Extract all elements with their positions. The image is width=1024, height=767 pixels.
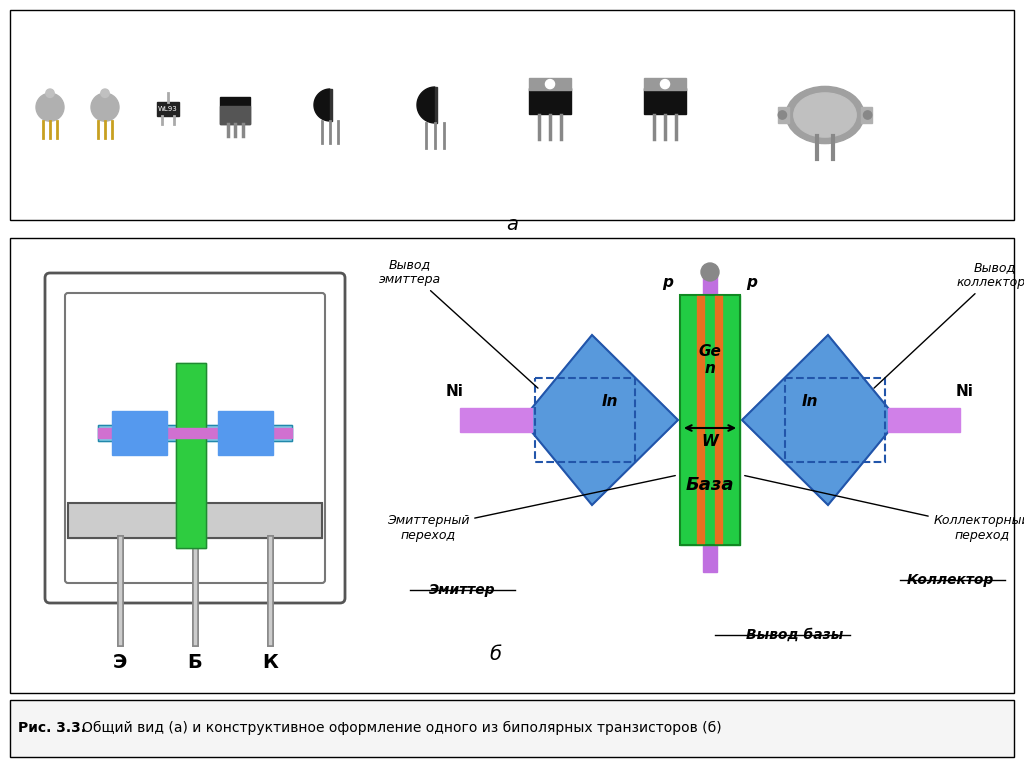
Text: Ge
n: Ge n: [698, 344, 722, 376]
Bar: [778, 107, 788, 123]
Bar: [68, 503, 322, 538]
Circle shape: [778, 111, 786, 119]
Bar: [157, 101, 179, 116]
Text: Эмиттерный
переход: Эмиттерный переход: [387, 476, 675, 542]
Bar: [529, 88, 571, 114]
Text: Б: Б: [187, 653, 203, 673]
Bar: [176, 363, 206, 548]
Bar: [888, 408, 961, 432]
Circle shape: [46, 89, 54, 97]
Bar: [529, 78, 571, 90]
Text: К: К: [262, 653, 278, 673]
Bar: [644, 78, 686, 90]
Bar: [703, 272, 717, 572]
Circle shape: [546, 80, 555, 89]
Text: W: W: [701, 434, 719, 449]
Text: In: In: [802, 394, 818, 410]
Text: Рис. 3.3.: Рис. 3.3.: [18, 721, 86, 735]
Ellipse shape: [786, 87, 864, 143]
Text: WL93: WL93: [158, 106, 178, 112]
Text: Общий вид (а) и конструктивное оформление одного из биполярных транзисторов (б): Общий вид (а) и конструктивное оформлени…: [82, 721, 722, 735]
Ellipse shape: [794, 93, 856, 137]
Text: База: База: [686, 476, 734, 494]
Bar: [785, 378, 885, 462]
Bar: [535, 378, 635, 462]
Circle shape: [701, 263, 719, 281]
Text: p: p: [663, 275, 674, 289]
Bar: [330, 89, 332, 121]
Text: а: а: [506, 216, 518, 235]
Bar: [10, 238, 1014, 693]
Text: Коллекторный
переход: Коллекторный переход: [744, 476, 1024, 542]
Bar: [98, 425, 292, 441]
Polygon shape: [742, 335, 898, 505]
Polygon shape: [522, 335, 678, 505]
Bar: [10, 10, 1014, 220]
Bar: [98, 428, 292, 438]
Bar: [10, 700, 1014, 757]
Bar: [861, 107, 871, 123]
Text: In: In: [602, 394, 618, 410]
Bar: [218, 411, 273, 455]
Bar: [460, 408, 532, 432]
Bar: [68, 503, 322, 538]
Bar: [176, 363, 206, 548]
Text: Вывод базы: Вывод базы: [746, 628, 844, 642]
Text: б: б: [489, 646, 501, 664]
Circle shape: [660, 80, 670, 89]
Bar: [680, 295, 740, 545]
Bar: [112, 411, 167, 455]
Bar: [435, 87, 437, 123]
Text: Э: Э: [113, 653, 127, 673]
Bar: [680, 295, 740, 545]
Bar: [98, 425, 292, 441]
Bar: [644, 88, 686, 114]
Bar: [220, 106, 250, 124]
Text: Эмиттер: Эмиттер: [429, 583, 496, 597]
Text: Вывод
эмиттера: Вывод эмиттера: [379, 258, 538, 388]
Bar: [220, 97, 250, 124]
Text: Коллектор: Коллектор: [906, 573, 993, 587]
Polygon shape: [417, 87, 435, 123]
Text: Ni: Ni: [446, 384, 464, 400]
Bar: [10, 700, 1014, 757]
Text: Ni: Ni: [956, 384, 974, 400]
Polygon shape: [314, 89, 330, 121]
Text: p: p: [746, 275, 758, 289]
Circle shape: [863, 111, 871, 119]
Circle shape: [36, 94, 63, 121]
Circle shape: [91, 94, 119, 121]
Text: Вывод
коллектора: Вывод коллектора: [874, 261, 1024, 388]
Circle shape: [100, 89, 110, 97]
